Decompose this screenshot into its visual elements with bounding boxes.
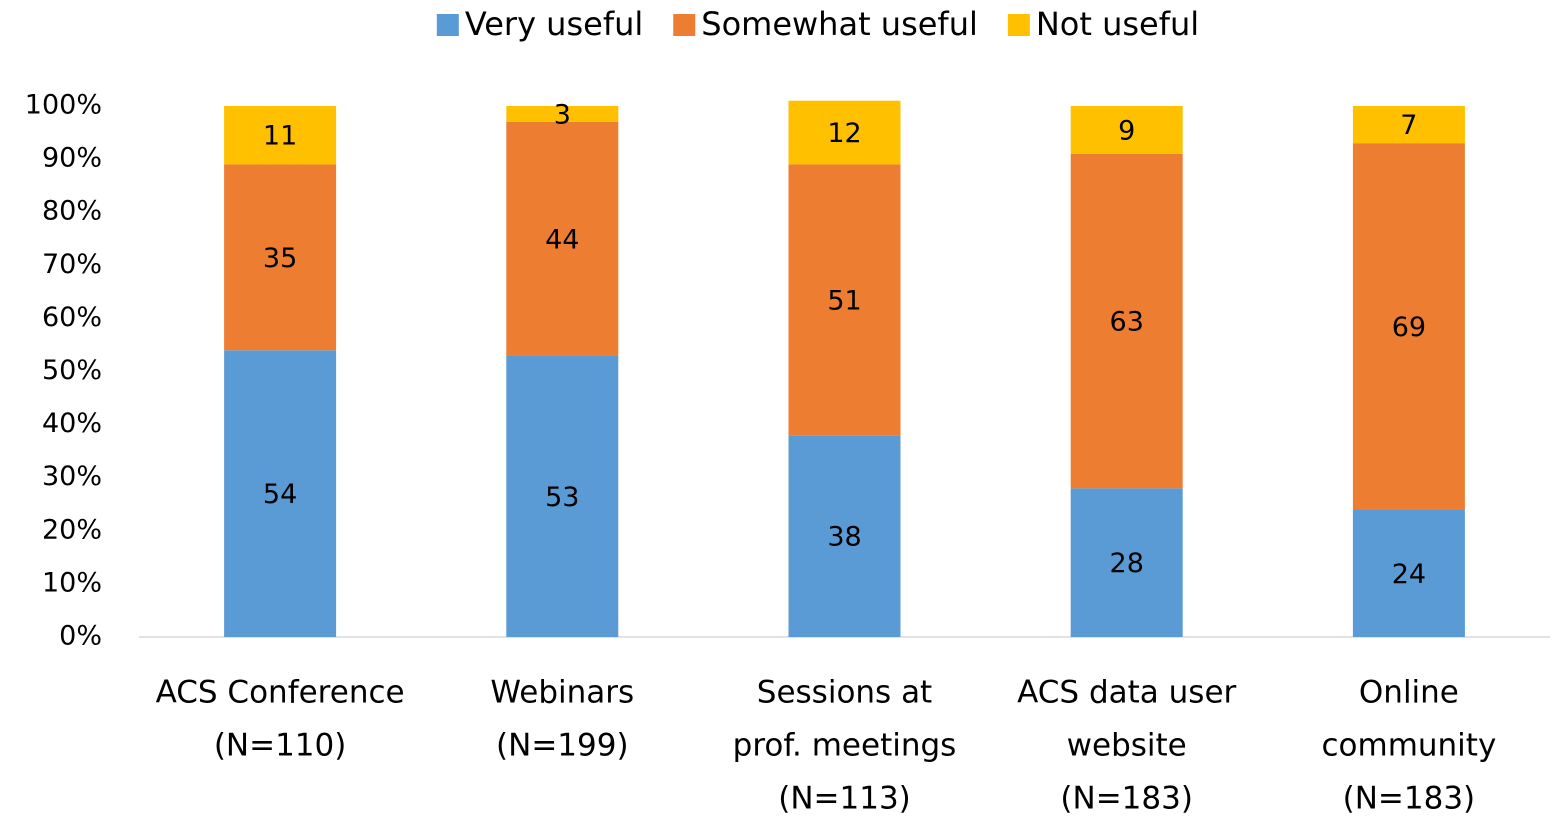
data-label: 53 — [545, 482, 579, 513]
y-tick-label: 50% — [42, 355, 102, 386]
data-label: 69 — [1392, 312, 1426, 343]
y-tick-label: 70% — [42, 249, 102, 280]
bar-segment — [506, 106, 619, 122]
bar-segment — [224, 350, 337, 637]
bar-segment — [1070, 488, 1183, 637]
x-tick-label: Sessions at — [757, 675, 932, 711]
data-label: 44 — [545, 224, 579, 255]
y-tick-label: 80% — [42, 196, 102, 227]
x-tick-label: (N=183) — [1343, 781, 1476, 817]
y-tick-label: 30% — [42, 461, 102, 492]
bar-segment — [1352, 106, 1465, 144]
x-tick-label: (N=113) — [778, 781, 911, 817]
legend-swatch — [436, 14, 459, 36]
bar-segment — [788, 164, 901, 436]
bar-segment — [224, 164, 337, 351]
bar-segment — [1352, 509, 1465, 637]
bar-segment — [1352, 143, 1465, 510]
x-tick-label: Webinars — [490, 675, 634, 711]
bar-segment — [788, 435, 901, 637]
x-tick-label: community — [1321, 728, 1496, 764]
data-label: 9 — [1118, 115, 1135, 146]
x-tick-label: website — [1067, 728, 1187, 764]
data-label: 35 — [263, 243, 297, 274]
x-tick-label: ACS data user — [1017, 675, 1236, 711]
data-label: 3 — [554, 99, 571, 130]
bar-segment — [1070, 153, 1183, 489]
legend-swatch — [1007, 14, 1030, 36]
y-tick-label: 90% — [42, 143, 102, 174]
data-label: 24 — [1392, 559, 1426, 590]
y-tick-label: 20% — [42, 514, 102, 545]
x-tick-label: (N=110) — [214, 728, 347, 764]
legend-label: Very useful — [465, 5, 643, 43]
bar-segment — [788, 100, 901, 165]
x-tick-label: Online — [1359, 675, 1459, 711]
data-label: 51 — [827, 285, 861, 316]
x-tick-label: (N=183) — [1060, 781, 1193, 817]
bar-segment — [1070, 106, 1183, 154]
data-label: 28 — [1110, 548, 1144, 579]
y-tick-label: 0% — [59, 621, 102, 652]
bar-segment — [506, 355, 619, 637]
data-label: 12 — [827, 118, 861, 149]
data-label: 63 — [1110, 307, 1144, 338]
legend-label: Somewhat useful — [701, 5, 978, 43]
x-tick-label: (N=199) — [496, 728, 629, 764]
x-tick-label: prof. meetings — [733, 728, 957, 764]
x-tick-label: ACS Conference — [156, 675, 405, 711]
bar-segment — [506, 121, 619, 356]
data-label: 38 — [827, 522, 861, 553]
legend-swatch — [673, 14, 696, 36]
legend-label: Not useful — [1036, 5, 1199, 43]
data-label: 7 — [1400, 110, 1417, 141]
y-tick-label: 40% — [42, 408, 102, 439]
y-tick-label: 100% — [25, 90, 102, 121]
data-label: 54 — [263, 479, 297, 510]
y-tick-label: 60% — [42, 302, 102, 333]
bar-segment — [224, 106, 337, 165]
data-label: 11 — [263, 121, 297, 152]
y-tick-label: 10% — [42, 567, 102, 598]
